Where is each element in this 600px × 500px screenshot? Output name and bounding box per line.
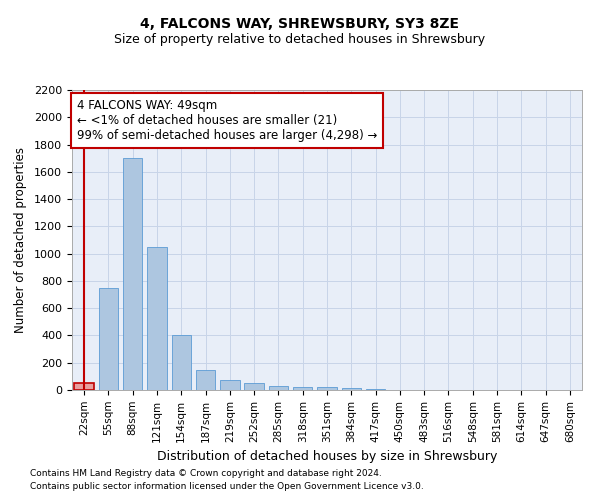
Bar bbox=[244, 383, 264, 390]
Bar bbox=[74, 383, 94, 390]
Bar bbox=[293, 388, 313, 390]
Bar bbox=[269, 386, 288, 390]
Text: Size of property relative to detached houses in Shrewsbury: Size of property relative to detached ho… bbox=[115, 32, 485, 46]
Text: Contains HM Land Registry data © Crown copyright and database right 2024.: Contains HM Land Registry data © Crown c… bbox=[30, 468, 382, 477]
Bar bbox=[196, 370, 215, 390]
Text: 4, FALCONS WAY, SHREWSBURY, SY3 8ZE: 4, FALCONS WAY, SHREWSBURY, SY3 8ZE bbox=[140, 18, 460, 32]
X-axis label: Distribution of detached houses by size in Shrewsbury: Distribution of detached houses by size … bbox=[157, 450, 497, 463]
Bar bbox=[99, 288, 118, 390]
Y-axis label: Number of detached properties: Number of detached properties bbox=[14, 147, 27, 333]
Text: 4 FALCONS WAY: 49sqm
← <1% of detached houses are smaller (21)
99% of semi-detac: 4 FALCONS WAY: 49sqm ← <1% of detached h… bbox=[77, 99, 377, 142]
Bar bbox=[317, 388, 337, 390]
Text: Contains public sector information licensed under the Open Government Licence v3: Contains public sector information licen… bbox=[30, 482, 424, 491]
Bar bbox=[123, 158, 142, 390]
Bar bbox=[172, 336, 191, 390]
Bar bbox=[341, 388, 361, 390]
Bar bbox=[147, 247, 167, 390]
Bar bbox=[220, 380, 239, 390]
